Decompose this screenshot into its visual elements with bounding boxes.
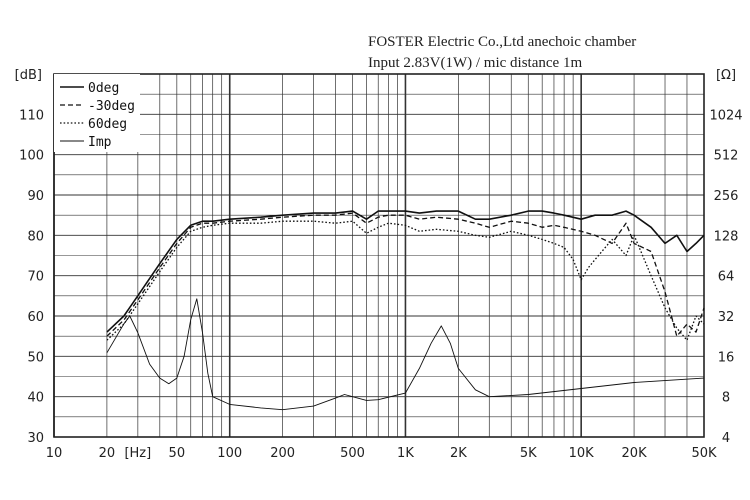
y-tick-label: 80: [27, 229, 44, 244]
series-line-imp: [106, 298, 705, 411]
chart-caption-line-2: Input 2.83V(1W) / mic distance 1m: [368, 55, 583, 71]
series-line-0deg: [106, 210, 705, 333]
x-tick-label: 5K: [520, 446, 537, 461]
y-tick-label: 50: [27, 350, 44, 365]
y-tick-label: 100: [19, 149, 44, 164]
y-tick-label: 90: [27, 189, 44, 204]
y2-tick-label: 32: [718, 310, 735, 325]
x-tick-label: 1K: [397, 446, 414, 461]
x-tick-label: 10: [46, 446, 63, 461]
legend-label: -30deg: [88, 99, 135, 114]
y2-tick-label: 1024: [709, 108, 742, 123]
chart-caption-line-1: FOSTER Electric Co.,Ltd anechoic chamber: [368, 34, 637, 50]
legend-label: Imp: [88, 135, 112, 150]
x-tick-label: 50K: [691, 446, 717, 461]
x-axis-unit-label: [Hz]: [124, 446, 151, 461]
y-tick-label: 110: [19, 108, 44, 123]
y2-tick-label: 64: [718, 270, 735, 285]
y2-tick-label: 8: [722, 391, 730, 406]
x-tick-label: 20K: [622, 446, 648, 461]
legend: 0deg -30deg 60deg Imp: [54, 74, 140, 152]
series-line-30deg: [106, 212, 705, 337]
y2-tick-label: 16: [718, 350, 735, 365]
y-axis-label: [dB]: [15, 68, 42, 83]
legend-label: 0deg: [88, 81, 119, 96]
plot-frame: [53, 73, 705, 438]
y-tick-label: 60: [27, 310, 44, 325]
axis-labels: 10 20 50 100 200 500 1K 2K 5K 10K 20K 50K [Hz] 30 40 50…: [15, 68, 743, 461]
x-tick-label: 50: [169, 446, 186, 461]
y2-axis-label: [Ω]: [716, 68, 736, 83]
x-tick-label: 100: [217, 446, 242, 461]
y-tick-label: 30: [27, 431, 44, 446]
y-tick-label: 70: [27, 270, 44, 285]
series-line-60deg: [106, 220, 705, 341]
x-tick-label: 20: [99, 446, 116, 461]
x-tick-label: 500: [340, 446, 365, 461]
y-tick-label: 40: [27, 391, 44, 406]
y2-tick-label: 256: [714, 189, 739, 204]
grid: [53, 73, 705, 438]
legend-label: 60deg: [88, 117, 127, 132]
y2-tick-label: 128: [714, 229, 739, 244]
x-tick-label: 2K: [450, 446, 467, 461]
x-tick-label: 200: [270, 446, 295, 461]
x-tick-label: 10K: [569, 446, 595, 461]
y2-tick-label: 4: [722, 431, 730, 446]
plot-marks: [106, 210, 705, 411]
y2-tick-label: 512: [714, 149, 739, 164]
